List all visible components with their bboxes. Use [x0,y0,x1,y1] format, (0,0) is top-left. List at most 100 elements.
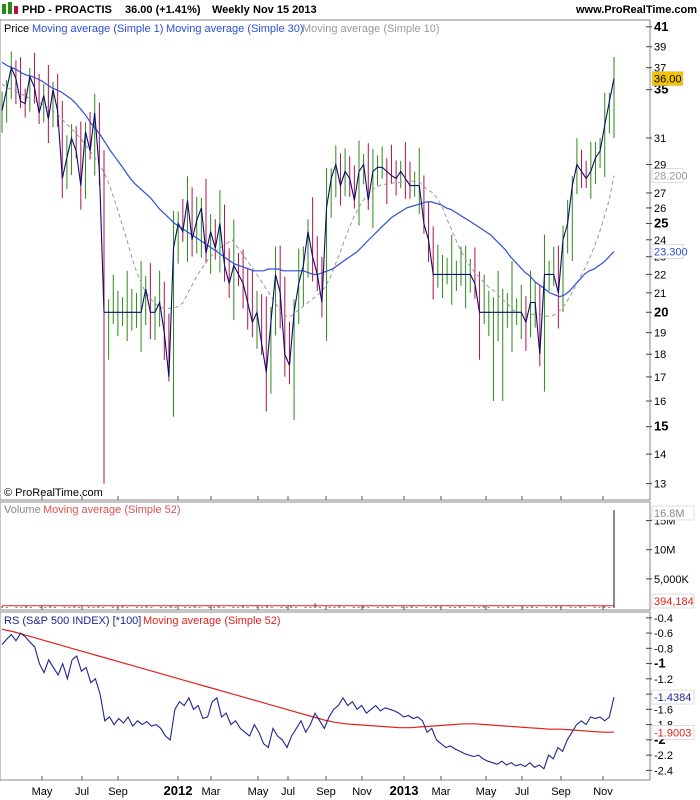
volume-bar [502,607,505,608]
close-line [1,65,615,377]
volume-bar [213,607,216,608]
last-value-box [651,505,695,521]
y-tick-label: 5,000K [654,574,690,586]
volume-bar [222,607,225,608]
last-value-box [651,244,684,259]
x-tick-label: Mar [432,786,451,798]
last-value-box [651,725,695,740]
volume-bar [328,606,331,608]
volume-bar [54,607,57,608]
volume-bar [44,607,47,608]
volume-bar [246,607,249,608]
volume-bar [429,607,432,608]
rs-grid [646,617,652,771]
volume-bar [270,607,273,608]
volume-bar [63,606,66,608]
quote-label: 36.00 (+1.41%) [125,4,201,16]
y-tick-label: 20 [654,304,668,319]
last-value-label: 16.8M [654,508,685,520]
y-tick-label: 24 [654,235,666,247]
volume-bar [343,607,346,608]
legend-volume: Volume [4,504,41,516]
volume-bar [593,606,596,608]
volume-bar [49,606,52,608]
volume-bar [174,607,177,608]
volume-bar [357,607,360,608]
volume-bar [68,607,71,608]
volume-bar [5,607,8,608]
up-bar-icon [2,4,6,14]
y-tick-label: 21 [654,288,666,300]
last-value-label: 28.200 [654,171,688,183]
y-tick-label: 27 [654,188,666,200]
volume-bar [478,607,481,608]
volume-bar [574,607,577,608]
y-tick-label: -0.6 [654,628,673,640]
down-bar-icon [14,6,18,14]
volume-bar [140,607,143,608]
price-panel: Price Moving average (Simple 1) Moving a… [0,19,688,501]
volume-bar [376,606,379,608]
volume-grid [646,520,652,580]
y-tick-label: 39 [654,42,666,54]
date-label: Nov 15 2013 [253,4,317,16]
x-tick-label: Sep [108,786,128,798]
volume-bar [208,606,211,608]
volume-bar [603,606,606,608]
volume-bar [102,607,105,608]
last-value-label: 394,184 [654,596,694,608]
volume-bar [473,606,476,608]
volume-plot-frame [0,501,651,611]
volume-bar [78,607,81,608]
volume-bar [434,606,437,608]
y-tick-label: 13 [654,479,666,491]
x-tick-label: 2012 [164,783,193,798]
volume-bar [613,510,615,608]
rs-last-value-labels: -1.4384 -1.9003 [651,689,695,740]
legend-rs-ma52: Moving average (Simple 52) [143,615,281,627]
volume-bar [111,606,114,608]
volume-bar [1,606,3,608]
volume-bar [121,606,124,608]
y-tick-label: -0.8 [654,643,673,655]
volume-bar [97,606,100,608]
y-tick-label: 10M [654,545,675,557]
volume-bar [458,606,461,608]
volume-bar [535,607,538,608]
volume-bar [169,606,172,608]
ma30-line [1,61,615,298]
volume-bar [87,606,90,608]
last-value-box [651,689,695,705]
x-tick-label: Jul [515,786,529,798]
volume-bar [319,607,322,608]
y-tick-label: -1 [654,656,666,671]
x-tick-label: Nov [593,786,613,798]
volume-bar [425,606,428,608]
rs-ma52-line [1,628,614,733]
volume-bar [391,607,394,608]
volume-bar [415,607,418,608]
chart-header: PHD - PROACTIS 36.00 (+1.41%) Weekly Nov… [2,2,697,16]
volume-bar [386,606,389,608]
volume-bar [294,607,297,608]
volume-bar [453,607,456,608]
x-tick-label: May [248,786,269,798]
volume-bar [261,607,264,608]
price-y-axis: 1314151617181920212223242526272931353739… [654,19,668,491]
y-tick-label: 19 [654,328,666,340]
volume-bar [164,607,167,608]
website-label: www.ProRealTime.com [575,4,697,16]
y-tick-label: 14 [654,449,666,461]
volume-bar [584,607,587,608]
volume-bar [241,606,244,608]
volume-bar [608,607,611,608]
ma10-line [1,83,615,317]
volume-bar [463,607,466,608]
volume-bar [482,606,485,608]
y-tick-label: 16 [654,396,666,408]
rs-panel: RS (S&P 500 INDEX) [*100] Moving average… [0,611,695,781]
y-tick-label: 31 [654,133,666,145]
volume-bar [188,607,191,608]
last-value-label: -1.4384 [654,692,691,704]
